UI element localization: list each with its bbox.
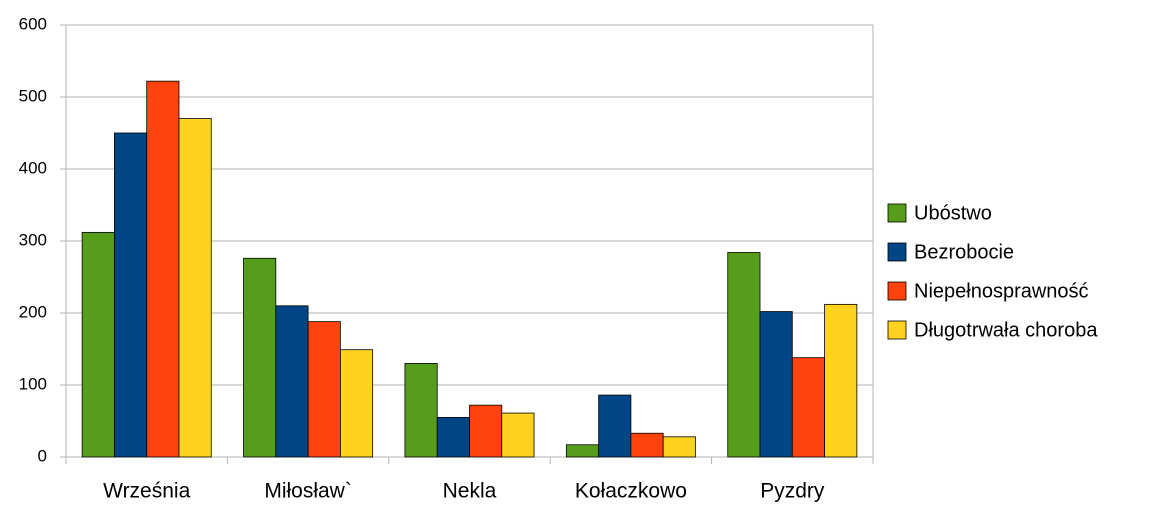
x-tick-label: Września — [103, 480, 190, 503]
y-tick-label: 200 — [19, 302, 47, 321]
legend-label: Bezrobocie — [914, 241, 1014, 263]
bar — [598, 394, 632, 458]
bar — [727, 252, 761, 458]
bar — [824, 303, 858, 458]
y-tick-label: 0 — [38, 446, 47, 465]
y-tick-label: 300 — [19, 230, 47, 249]
x-tick-label: Miłosław` — [264, 480, 352, 503]
bar — [146, 80, 180, 458]
bar — [81, 231, 115, 458]
y-tick-label: 600 — [19, 14, 47, 33]
legend-label: Ubóstwo — [914, 202, 992, 224]
bar — [275, 305, 309, 458]
legend-label: Niepełnosprawność — [914, 280, 1089, 302]
bar — [469, 404, 503, 458]
x-tick-label: Pyzdry — [760, 480, 825, 503]
legend-swatch — [887, 203, 907, 223]
bar — [759, 311, 793, 458]
bar — [404, 362, 438, 458]
bar — [243, 257, 277, 458]
x-tick-label: Nekla — [443, 480, 497, 503]
bar — [662, 436, 696, 458]
bar — [791, 357, 825, 458]
y-tick-label: 400 — [19, 158, 47, 177]
y-tick-label: 100 — [19, 374, 47, 393]
bar — [630, 432, 664, 458]
bar — [307, 321, 341, 458]
legend-swatch — [887, 320, 907, 340]
x-tick-label: Kołaczkowo — [575, 480, 687, 503]
y-tick-label: 500 — [19, 86, 47, 105]
legend-swatch — [887, 281, 907, 301]
bar — [501, 412, 535, 458]
legend-label: Długotrwała choroba — [914, 319, 1098, 341]
legend-swatch — [887, 242, 907, 262]
bar — [178, 118, 212, 458]
bar — [339, 349, 374, 458]
bar — [114, 132, 148, 458]
bar — [565, 444, 600, 458]
bar — [436, 416, 470, 458]
